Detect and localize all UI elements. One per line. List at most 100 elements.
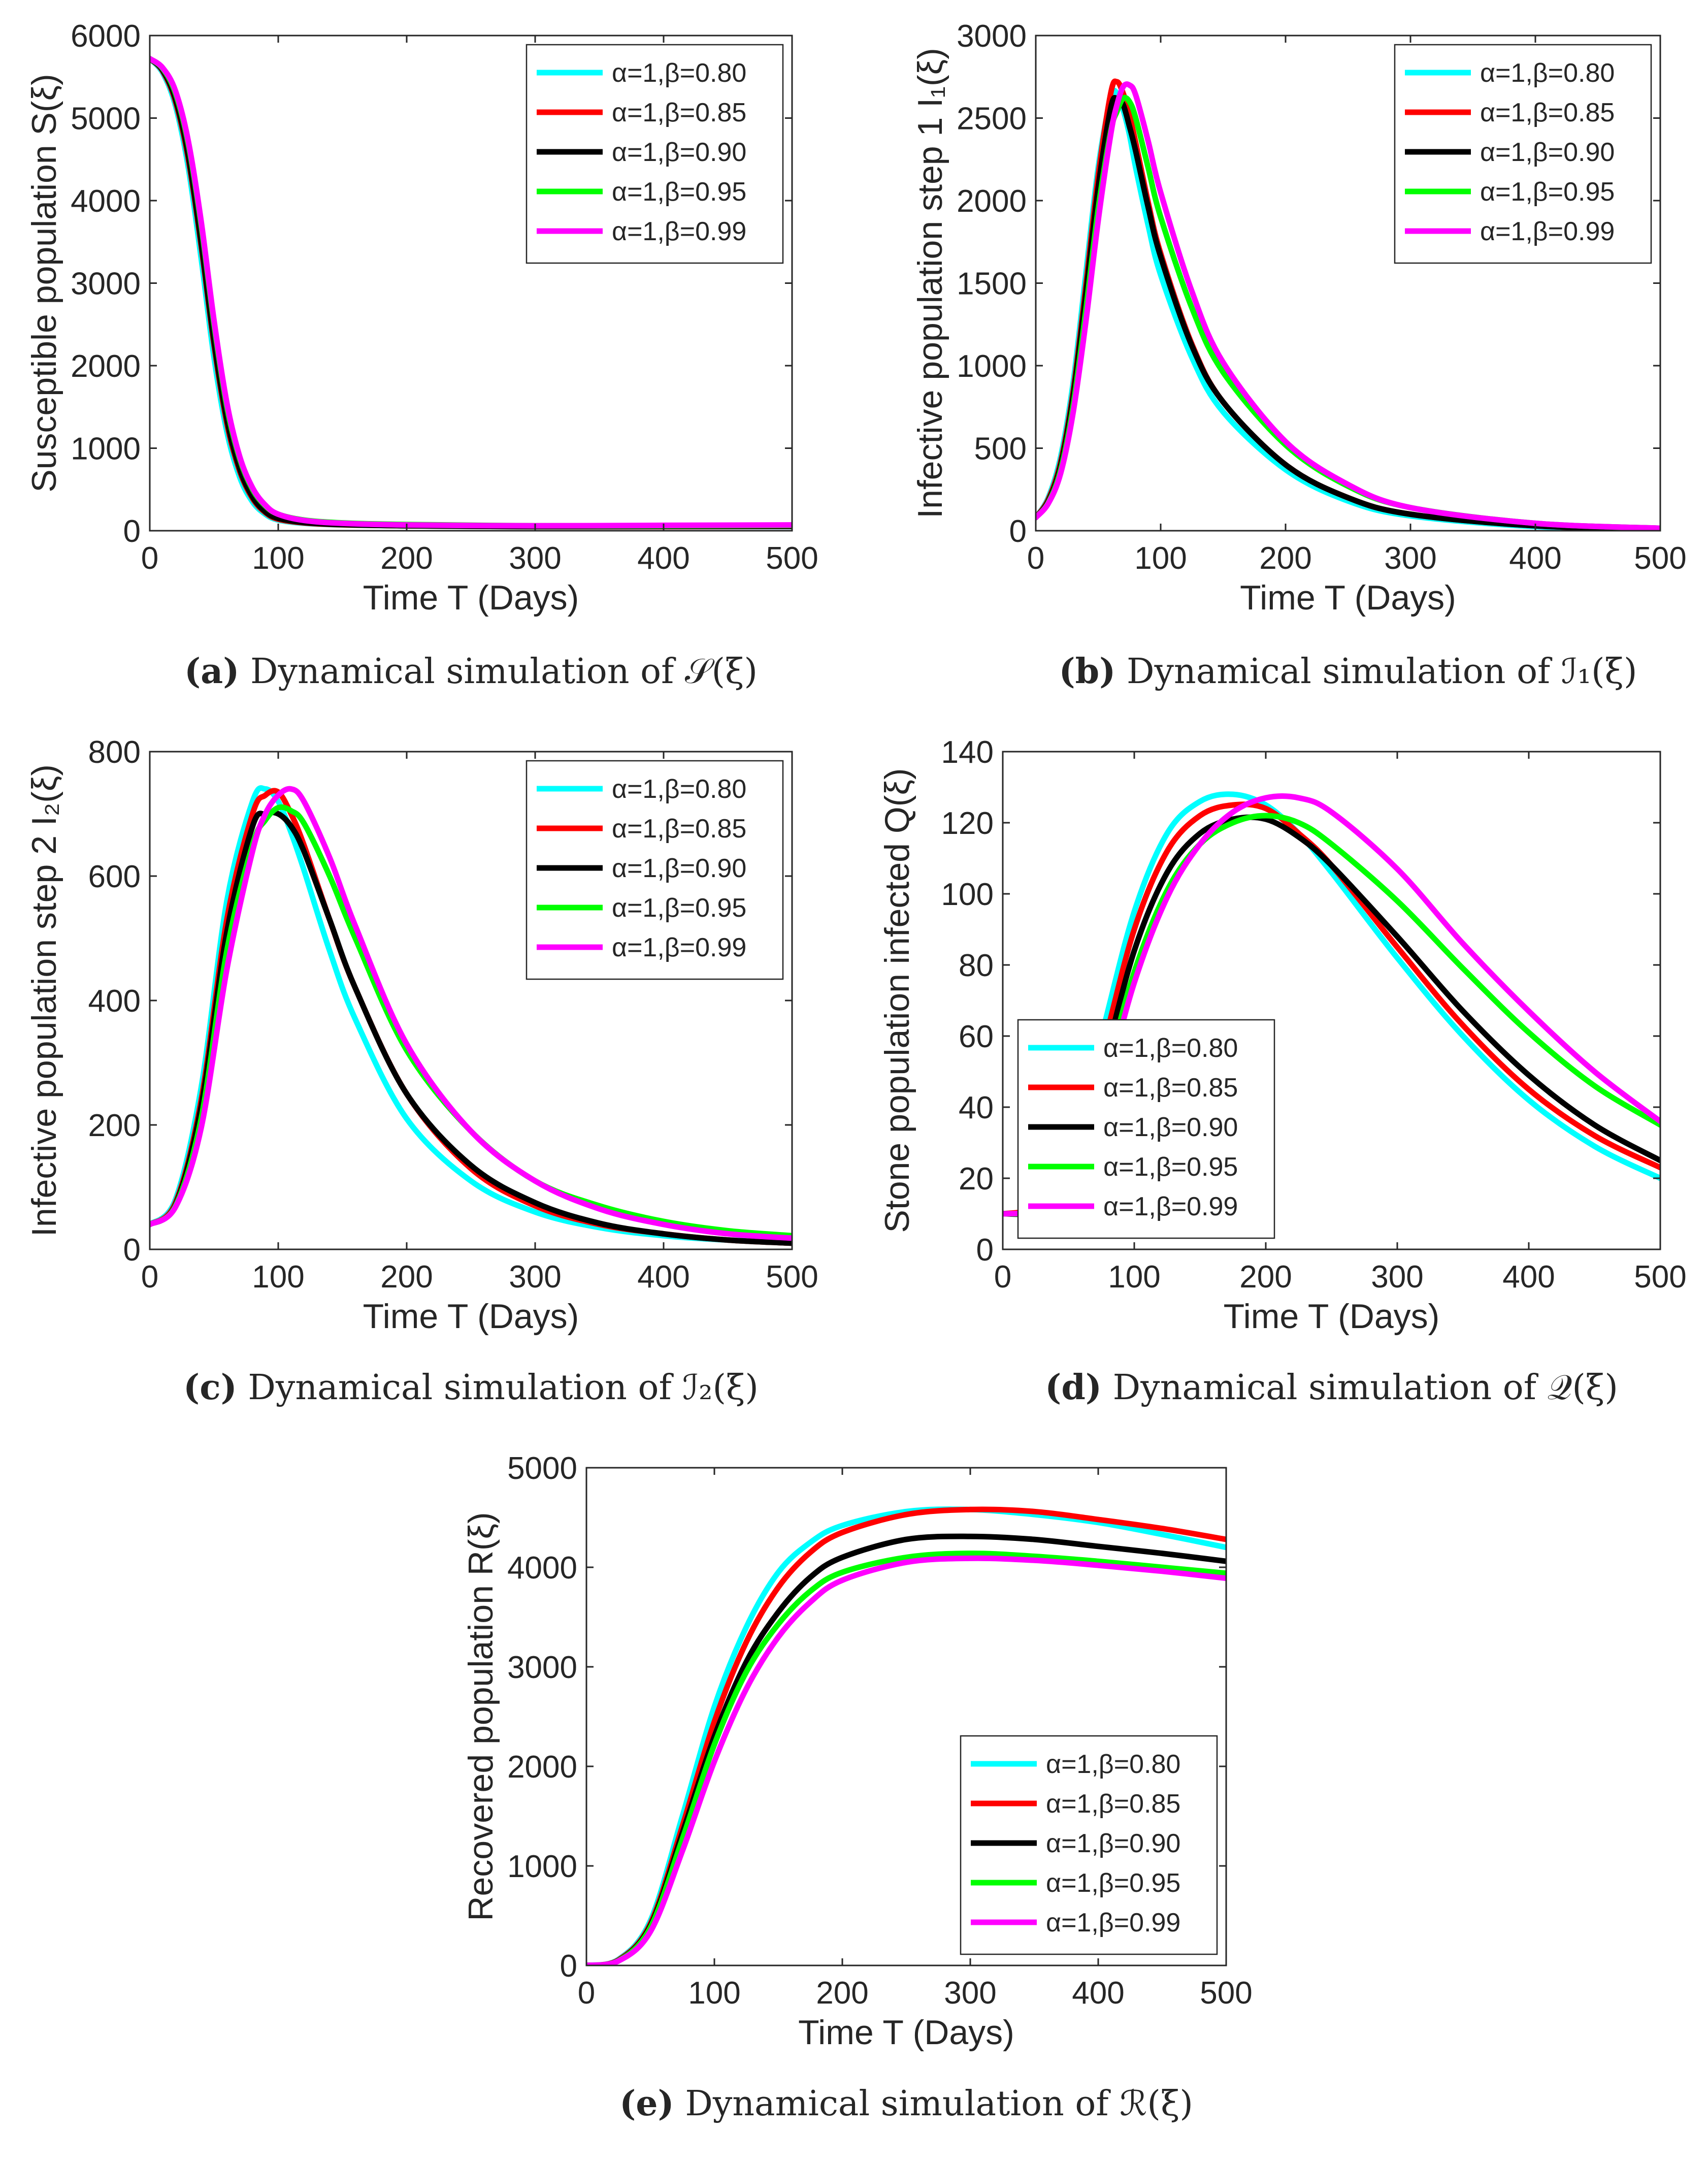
caption-space-a bbox=[239, 652, 250, 692]
x-tick-label-b-4: 400 bbox=[1509, 541, 1561, 576]
panel-e: 0 100 200 300 400 500010002000300040005000Tim… bbox=[462, 1451, 1253, 2124]
legend-label-d-0: α=1,β=0.80 bbox=[1103, 1034, 1238, 1063]
legend-a: α=1,β=0.80 α=1,β=0.85 α=1,β=0.90 α=1,β=0.95… bbox=[525, 44, 784, 264]
legend-label-e-3: α=1,β=0.95 bbox=[1046, 1868, 1180, 1898]
x-tick-label-a-3: 300 bbox=[509, 541, 561, 576]
caption-text-b: Dynamical simulation of ℐ₁(ξ) bbox=[1127, 652, 1637, 692]
caption-letter-b: (b) bbox=[1059, 651, 1115, 692]
y-axis-label-e: Recovered population R(ξ) bbox=[462, 1512, 500, 1921]
y-axis-label-d: Stone population infected Q(ξ) bbox=[878, 768, 916, 1233]
y-tick-label-d-0: 0 bbox=[976, 1233, 994, 1268]
y-tick-label-e-1: 1000 bbox=[507, 1849, 577, 1884]
legend-label-b-0: α=1,β=0.80 bbox=[1480, 58, 1615, 88]
legend-label-b-4: α=1,β=0.99 bbox=[1480, 217, 1615, 246]
legend-c: α=1,β=0.80 α=1,β=0.85 α=1,β=0.90 α=1,β=0.95… bbox=[525, 760, 784, 980]
legend-label-e-2: α=1,β=0.90 bbox=[1046, 1829, 1180, 1858]
legend-label-a-0: α=1,β=0.80 bbox=[612, 58, 746, 88]
y-tick-label-c-0: 0 bbox=[123, 1233, 141, 1268]
legend-label-b-3: α=1,β=0.95 bbox=[1480, 177, 1615, 207]
x-tick-label-e-2: 200 bbox=[816, 1976, 868, 2011]
x-tick-label-b-2: 200 bbox=[1259, 541, 1311, 576]
caption-text-d: Dynamical simulation of 𝒬(ξ) bbox=[1113, 1368, 1618, 1408]
x-tick-label-a-5: 500 bbox=[766, 541, 818, 576]
caption-b: (b) Dynamical simulation of ℐ₁(ξ) bbox=[1059, 651, 1637, 692]
x-tick-label-c-2: 200 bbox=[380, 1260, 433, 1295]
x-tick-label-d-0: 0 bbox=[994, 1260, 1011, 1295]
caption-letter-e: (e) bbox=[619, 2083, 674, 2124]
caption-text-e: Dynamical simulation of ℛ(ξ) bbox=[685, 2084, 1193, 2124]
legend-label-a-3: α=1,β=0.95 bbox=[612, 177, 746, 207]
legend-label-c-2: α=1,β=0.90 bbox=[612, 854, 746, 883]
caption-e: (e) Dynamical simulation of ℛ(ξ) bbox=[619, 2083, 1193, 2124]
x-tick-label-a-4: 400 bbox=[637, 541, 689, 576]
axes-frame-e bbox=[585, 1467, 1227, 1966]
legend-label-d-2: α=1,β=0.90 bbox=[1103, 1113, 1238, 1142]
x-tick-label-e-5: 500 bbox=[1200, 1976, 1252, 2011]
x-axis-label-e: Time T (Days) bbox=[798, 2013, 1014, 2052]
y-tick-label-d-4: 80 bbox=[959, 948, 994, 983]
caption-d: (d) Dynamical simulation of 𝒬(ξ) bbox=[1045, 1367, 1618, 1408]
x-tick-label-e-4: 400 bbox=[1072, 1976, 1124, 2011]
x-tick-label-d-5: 500 bbox=[1634, 1260, 1686, 1295]
y-tick-label-a-6: 6000 bbox=[71, 19, 141, 54]
caption-space-d bbox=[1102, 1368, 1113, 1408]
x-tick-label-d-1: 100 bbox=[1108, 1260, 1160, 1295]
legend-label-d-3: α=1,β=0.95 bbox=[1103, 1152, 1238, 1182]
x-tick-label-a-1: 100 bbox=[252, 541, 304, 576]
y-tick-label-a-2: 2000 bbox=[71, 349, 141, 384]
legend-label-a-1: α=1,β=0.85 bbox=[612, 98, 746, 127]
x-tick-label-b-0: 0 bbox=[1027, 541, 1044, 576]
x-tick-label-b-3: 300 bbox=[1384, 541, 1436, 576]
y-tick-label-b-4: 2000 bbox=[957, 184, 1027, 219]
y-tick-label-b-6: 3000 bbox=[957, 19, 1027, 54]
x-axis-label-c: Time T (Days) bbox=[363, 1297, 579, 1336]
legend-label-d-4: α=1,β=0.99 bbox=[1103, 1192, 1238, 1221]
x-axis-label-b: Time T (Days) bbox=[1240, 578, 1456, 617]
legend-label-a-2: α=1,β=0.90 bbox=[612, 138, 746, 167]
legend-label-a-4: α=1,β=0.99 bbox=[612, 217, 746, 246]
y-tick-label-a-4: 4000 bbox=[71, 184, 141, 219]
caption-letter-a: (a) bbox=[184, 651, 239, 692]
y-tick-label-a-1: 1000 bbox=[71, 432, 141, 467]
y-axis-label-c: Infective population step 2 I₂(ξ) bbox=[25, 764, 63, 1237]
y-tick-label-c-3: 600 bbox=[88, 859, 141, 894]
series-line-b-4 bbox=[1036, 81, 1660, 531]
caption-space-c bbox=[237, 1368, 248, 1408]
legend-e: α=1,β=0.80 α=1,β=0.85 α=1,β=0.90 α=1,β=0.95… bbox=[960, 1735, 1218, 1955]
y-tick-label-c-1: 200 bbox=[88, 1108, 141, 1143]
x-tick-label-a-2: 200 bbox=[380, 541, 433, 576]
y-axis-label-a: Susceptible population S(ξ) bbox=[25, 74, 63, 492]
y-tick-label-b-0: 0 bbox=[1009, 514, 1027, 549]
legend-label-e-4: α=1,β=0.99 bbox=[1046, 1908, 1180, 1938]
y-tick-label-c-4: 800 bbox=[88, 735, 141, 770]
y-tick-label-e-3: 3000 bbox=[507, 1650, 577, 1685]
y-tick-label-d-6: 120 bbox=[941, 806, 994, 841]
legend-label-e-0: α=1,β=0.80 bbox=[1046, 1750, 1180, 1779]
panel-d: 0 100 200 300 400 500 0 20 40 60 80 100 120 140 Time T… bbox=[878, 735, 1687, 1408]
y-tick-label-a-5: 5000 bbox=[71, 102, 141, 137]
panel-b: 0 100 200 300 400 500 0 500 1000 1500 2000 2500 3000… bbox=[911, 19, 1687, 692]
legend-label-c-4: α=1,β=0.99 bbox=[612, 933, 746, 962]
y-tick-label-d-1: 20 bbox=[959, 1161, 994, 1197]
x-tick-label-e-3: 300 bbox=[944, 1976, 996, 2011]
panel-a: 0 100 200 300 400 500010002000300040005000600… bbox=[25, 19, 818, 692]
series-line-e-4 bbox=[586, 1555, 1226, 1965]
legend-label-c-0: α=1,β=0.80 bbox=[612, 775, 746, 804]
caption-a: (a) Dynamical simulation of 𝒮(ξ) bbox=[184, 651, 758, 692]
x-tick-label-c-3: 300 bbox=[509, 1260, 561, 1295]
x-axis-label-a: Time T (Days) bbox=[363, 578, 579, 617]
y-axis-label-b: Infective population step 1 I₁(ξ) bbox=[911, 48, 949, 519]
caption-text-a: Dynamical simulation of 𝒮(ξ) bbox=[250, 652, 758, 692]
y-tick-label-b-1: 500 bbox=[974, 432, 1027, 467]
caption-space-e bbox=[674, 2084, 685, 2124]
x-tick-label-d-2: 200 bbox=[1239, 1260, 1292, 1295]
x-tick-label-c-0: 0 bbox=[141, 1260, 158, 1295]
legend-label-c-3: α=1,β=0.95 bbox=[612, 893, 746, 923]
x-tick-label-e-1: 100 bbox=[688, 1976, 740, 2011]
y-tick-label-e-5: 5000 bbox=[507, 1451, 577, 1486]
caption-letter-c: (c) bbox=[183, 1367, 237, 1408]
axes-frame-d bbox=[1002, 751, 1661, 1250]
y-tick-label-d-3: 60 bbox=[959, 1019, 994, 1054]
y-tick-label-a-0: 0 bbox=[123, 514, 141, 549]
